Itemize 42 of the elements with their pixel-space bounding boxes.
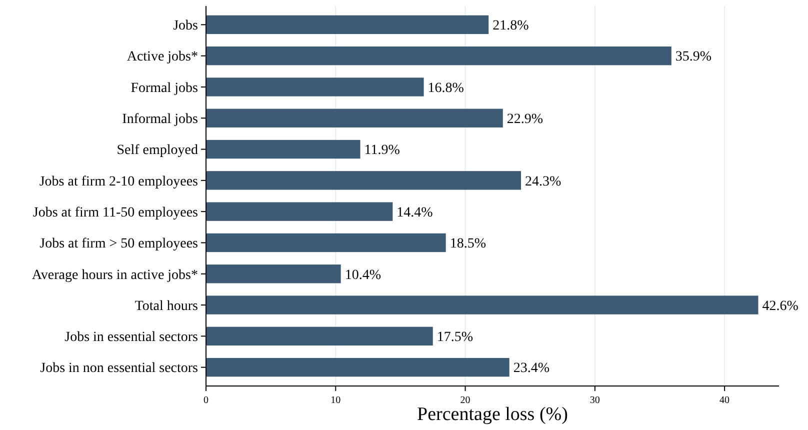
data-label: 24.3% bbox=[525, 174, 562, 190]
data-label: 14.4% bbox=[396, 205, 434, 220]
data-label: 21.8% bbox=[492, 18, 530, 34]
x-axis-title: Percentage loss (%) bbox=[417, 404, 568, 425]
x-tick-label: 10 bbox=[330, 395, 341, 406]
bar bbox=[206, 202, 393, 221]
data-label: 42.6% bbox=[762, 298, 799, 314]
data-label: 35.9% bbox=[675, 50, 712, 65]
y-tick-label: Jobs in non essential sectors bbox=[40, 361, 198, 376]
bar bbox=[206, 233, 446, 252]
data-label: 22.9% bbox=[506, 112, 544, 128]
data-label: 11.9% bbox=[364, 143, 400, 158]
bar bbox=[206, 296, 758, 314]
y-tick-label: Informal jobs bbox=[122, 112, 198, 128]
x-tick-label: 30 bbox=[590, 395, 600, 406]
x-tick-label: 20 bbox=[460, 395, 470, 406]
bar bbox=[206, 171, 522, 190]
x-tick-label: 0 bbox=[204, 395, 208, 406]
y-tick-label: Active jobs* bbox=[126, 50, 198, 65]
bar bbox=[206, 108, 503, 128]
data-label: 18.5% bbox=[450, 236, 486, 252]
y-tick-label: Jobs bbox=[173, 18, 198, 34]
bar bbox=[206, 78, 424, 96]
data-label: 23.4% bbox=[513, 361, 550, 376]
y-tick-label: Jobs at firm > 50 employees bbox=[40, 236, 198, 252]
y-tick-label: Jobs in essential sectors bbox=[64, 330, 198, 346]
y-tick-label: Average hours in active jobs* bbox=[32, 268, 198, 283]
bar bbox=[206, 140, 360, 159]
data-label: 10.4% bbox=[344, 268, 382, 283]
y-tick-label: Formal jobs bbox=[130, 80, 198, 96]
bar bbox=[206, 326, 433, 346]
y-tick-label: Jobs at firm 2-10 employees bbox=[39, 174, 198, 190]
bar bbox=[206, 15, 489, 34]
bar bbox=[206, 264, 341, 284]
data-label: 16.8% bbox=[428, 80, 464, 96]
y-tick-label: Jobs at firm 11-50 employees bbox=[32, 205, 198, 220]
data-label: 17.5% bbox=[436, 330, 474, 346]
y-tick-label: Self employed bbox=[116, 143, 198, 158]
bar bbox=[206, 358, 510, 377]
x-tick-label: 40 bbox=[720, 395, 730, 406]
y-tick-label: Total hours bbox=[134, 298, 198, 314]
bar bbox=[206, 46, 672, 66]
